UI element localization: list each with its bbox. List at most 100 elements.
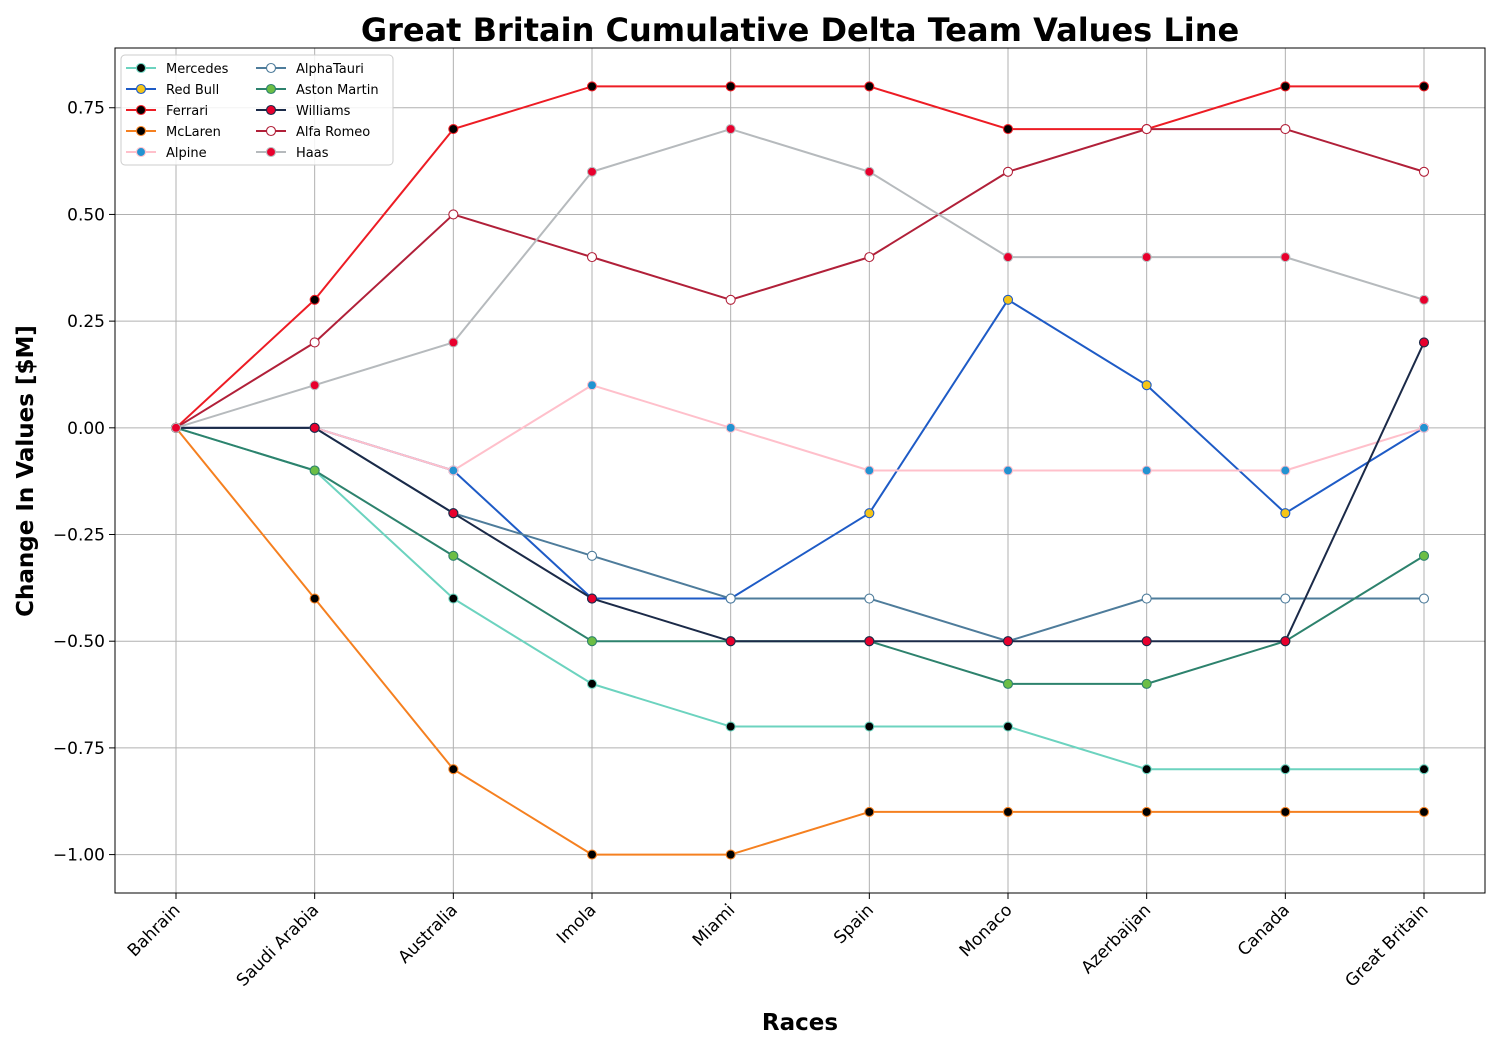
legend-swatch-marker	[135, 146, 147, 158]
y-axis-ticks: −1.00 −0.75 −0.50 −0.25 0.00 0.25 0.50 0.75	[53, 99, 115, 866]
data-point-aston-martin	[1002, 678, 1014, 689]
series-line-alfa-romeo	[175, 128, 1425, 429]
data-point-alphatauri	[586, 550, 598, 561]
data-point-ferrari	[309, 294, 320, 305]
data-point-mercedes	[1280, 764, 1291, 775]
series-line-mercedes	[175, 426, 1424, 771]
data-point-haas	[586, 166, 598, 177]
legend-item-ferrari: Ferrari	[126, 104, 208, 119]
x-tick-label: Great Britain	[1342, 900, 1433, 991]
data-point-haas	[1141, 252, 1152, 263]
series-markers	[170, 81, 1430, 860]
data-point-haas	[309, 380, 320, 391]
legend-item-mclaren: McLaren	[126, 125, 221, 140]
series-line-alpine	[176, 384, 1425, 472]
series-line-williams	[176, 342, 1425, 643]
legend-swatch-marker	[135, 125, 147, 137]
series-line-ferrari	[175, 85, 1424, 429]
x-tick-label: Monaco	[956, 900, 1017, 961]
data-point-mclaren	[448, 764, 459, 775]
series-lines	[175, 85, 1425, 856]
series-line-mclaren	[175, 427, 1424, 856]
y-tick-label: 0.75	[67, 99, 105, 119]
y-tick-label: −0.75	[53, 739, 105, 759]
data-point-mercedes	[1002, 721, 1014, 732]
data-point-alphatauri	[864, 593, 875, 604]
legend-label: Aston Martin	[296, 83, 379, 98]
data-point-alpine	[1280, 465, 1291, 476]
x-tick-label: Saudi Arabia	[233, 900, 323, 990]
data-point-williams	[1002, 636, 1014, 647]
data-point-alfa-romeo	[1418, 166, 1430, 177]
data-point-alpine	[1002, 465, 1014, 476]
data-point-aston-martin	[448, 550, 459, 561]
x-axis-ticks: Bahrain Saudi Arabia Australia Imola Miami Sp…	[124, 893, 1433, 991]
legend-item-aston-martin: Aston Martin	[256, 83, 379, 98]
x-tick-label: Azerbaijan	[1078, 900, 1156, 978]
legend-label: Mercedes	[166, 62, 229, 77]
data-point-mclaren	[1141, 806, 1152, 817]
data-point-alfa-romeo	[864, 252, 875, 263]
legend-item-mercedes: Mercedes	[126, 62, 229, 77]
data-point-williams	[1280, 636, 1291, 647]
data-point-alpine	[864, 465, 875, 476]
legend-label: McLaren	[166, 125, 221, 140]
x-tick-label: Imola	[553, 900, 600, 947]
data-point-mclaren	[725, 849, 736, 860]
data-point-mercedes	[864, 721, 875, 732]
data-point-alpine	[586, 380, 598, 391]
y-tick-label: −0.50	[53, 632, 105, 652]
legend-swatch-marker	[265, 62, 277, 74]
data-point-mclaren	[309, 593, 320, 604]
data-point-alphatauri	[1141, 593, 1152, 604]
data-point-mercedes	[448, 593, 459, 604]
y-tick-label: 0.25	[67, 312, 105, 332]
data-point-aston-martin	[1141, 678, 1152, 689]
data-point-aston-martin	[586, 636, 598, 647]
data-point-alpine	[1141, 465, 1152, 476]
data-point-alpine	[1418, 422, 1430, 433]
data-point-alfa-romeo	[725, 294, 736, 305]
x-tick-label: Australia	[395, 900, 462, 967]
data-point-alpine	[725, 422, 736, 433]
legend: Mercedes Red Bull Ferrari McLaren Alpine Alph…	[120, 54, 394, 166]
data-point-williams	[448, 508, 459, 519]
y-axis-label: Change In Values [$M]	[13, 325, 39, 617]
data-point-haas	[1418, 294, 1430, 305]
legend-label: Haas	[296, 146, 329, 161]
legend-swatch-marker	[135, 83, 147, 95]
legend-item-alpine: Alpine	[126, 146, 207, 161]
legend-item-williams: Williams	[256, 104, 351, 119]
legend-label: Alpine	[166, 146, 207, 161]
data-point-mclaren	[1418, 806, 1430, 817]
x-axis-label: Races	[762, 1010, 838, 1036]
data-point-mclaren	[586, 849, 598, 860]
data-point-ferrari	[448, 124, 459, 135]
data-point-ferrari	[1418, 81, 1430, 92]
data-point-williams	[586, 593, 598, 604]
data-point-red-bull	[1002, 294, 1014, 305]
data-point-haas	[725, 124, 736, 135]
data-point-aston-martin	[1418, 550, 1430, 561]
data-point-mercedes	[586, 678, 598, 689]
x-tick-label: Bahrain	[124, 900, 185, 961]
series-line-haas	[175, 128, 1425, 429]
x-tick-label: Miami	[689, 900, 739, 950]
data-point-ferrari	[1002, 124, 1014, 135]
chart-title: Great Britain Cumulative Delta Team Valu…	[361, 11, 1239, 49]
legend-swatch-marker	[265, 83, 277, 95]
data-point-mclaren	[1280, 806, 1291, 817]
data-point-alphatauri	[1418, 593, 1430, 604]
y-tick-label: −0.25	[53, 526, 105, 546]
data-point-mercedes	[1418, 764, 1430, 775]
legend-item-red-bull: Red Bull	[126, 83, 219, 98]
plot-frame	[114, 47, 1486, 894]
data-point-red-bull	[1141, 380, 1152, 391]
data-point-alfa-romeo	[309, 337, 320, 348]
legend-item-haas: Haas	[256, 146, 329, 161]
data-point-williams	[309, 422, 320, 433]
data-point-haas	[864, 166, 875, 177]
data-point-alfa-romeo	[586, 252, 598, 263]
data-point-mclaren	[1002, 806, 1014, 817]
data-point-williams	[864, 636, 875, 647]
